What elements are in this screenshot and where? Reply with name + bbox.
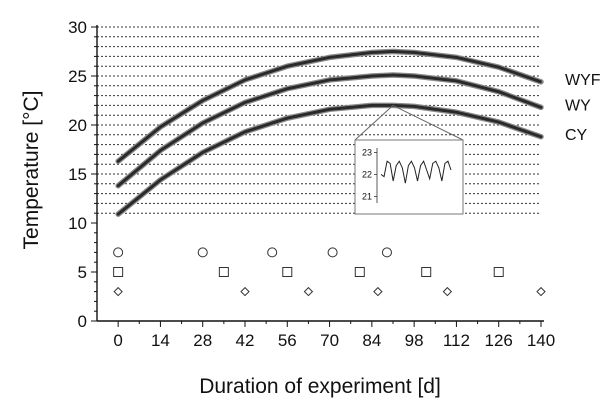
circle-marker (113, 247, 124, 258)
series-halo-cy (115, 102, 544, 217)
x-tick-label: 70 (320, 331, 339, 350)
x-ticks: 0 14 28 42 56 70 84 98 112 126 140 (113, 321, 555, 350)
y-tick-label: 30 (68, 18, 87, 37)
axes (96, 25, 544, 322)
x-tick-label: 98 (405, 331, 424, 350)
circle-marker (197, 247, 208, 258)
inset-tick-label: 22 (362, 169, 372, 179)
series-labels: WYF WY CY (565, 72, 601, 144)
diamond-marker (113, 286, 123, 297)
inset-connector (354, 105, 394, 141)
square-marker (113, 267, 124, 277)
inset-tick-label: 21 (362, 191, 372, 201)
y-tick-label: 15 (68, 165, 87, 184)
series-label-cy: CY (565, 127, 588, 144)
diamond-marker (536, 286, 546, 297)
inset-connector (392, 104, 464, 141)
x-tick-label: 42 (236, 331, 255, 350)
y-axis-title: Temperature [°C] (20, 91, 43, 250)
y-tick-label: 25 (68, 67, 87, 86)
y-tick-label: 0 (78, 312, 87, 331)
grid-lines (97, 26, 541, 214)
diamond-marker (303, 286, 314, 297)
square-marker (493, 267, 504, 277)
x-tick-label: 0 (113, 331, 122, 350)
series-label-wyf: WYF (565, 72, 601, 89)
series-line-cy (116, 103, 543, 216)
y-tick-label: 5 (78, 263, 87, 282)
square-marker (421, 267, 432, 277)
series-line-wy (116, 73, 543, 188)
diamond-marker (442, 286, 453, 297)
x-tick-label: 56 (278, 331, 297, 350)
circle-marker (381, 247, 392, 258)
inset-frame (354, 139, 464, 215)
square-marker (354, 267, 365, 277)
square-marker (218, 267, 229, 277)
sampling-markers (113, 247, 546, 297)
inset-tick-label: 23 (362, 147, 372, 157)
x-tick-label: 14 (151, 331, 170, 350)
y-ticks: 0 5 10 15 20 25 30 (68, 18, 97, 331)
y-tick-label: 20 (68, 116, 87, 135)
x-tick-label: 112 (443, 331, 470, 350)
diamond-marker (240, 286, 250, 297)
square-marker (282, 267, 293, 277)
x-tick-label: 140 (527, 331, 555, 350)
inset-chart: 21 22 23 (354, 104, 464, 215)
series-line-wyf (116, 50, 543, 163)
y-tick-label: 10 (68, 214, 87, 233)
x-tick-label: 126 (485, 331, 513, 350)
circle-marker (267, 247, 278, 258)
circle-marker (327, 247, 338, 258)
inset-line (380, 160, 452, 184)
x-tick-label: 84 (362, 331, 381, 350)
series-group (115, 48, 544, 217)
x-axis-title: Duration of experiment [d] (199, 375, 441, 398)
series-label-wy: WY (565, 97, 591, 114)
diamond-marker (373, 286, 383, 297)
x-tick-label: 28 (193, 331, 212, 350)
